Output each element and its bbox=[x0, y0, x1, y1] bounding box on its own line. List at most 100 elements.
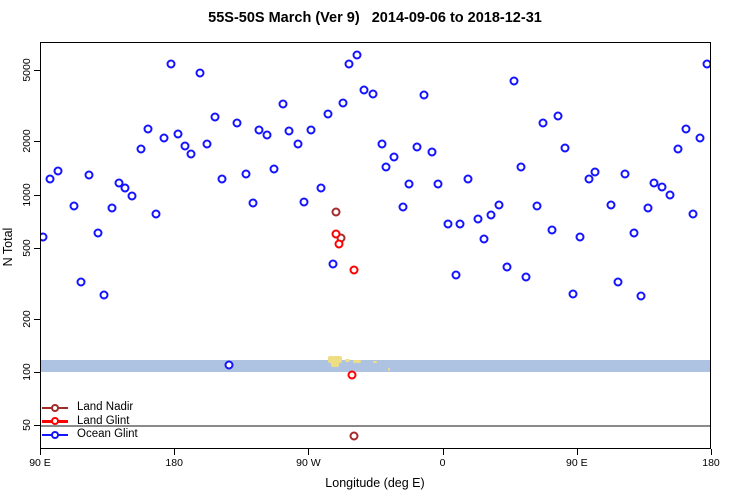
data-point-ocean-glint bbox=[516, 162, 526, 172]
data-point-land-nadir bbox=[349, 431, 359, 441]
data-point-ocean-glint bbox=[538, 118, 548, 128]
data-point-ocean-glint bbox=[560, 143, 570, 153]
legend-label: Land Glint bbox=[77, 414, 130, 427]
data-point-ocean-glint bbox=[636, 291, 646, 301]
data-point-ocean-glint bbox=[151, 209, 161, 219]
data-point-ocean-glint bbox=[381, 162, 391, 172]
y-axis-tick bbox=[34, 247, 40, 249]
data-point-ocean-glint bbox=[316, 183, 326, 193]
y-axis-tick bbox=[34, 70, 40, 72]
data-point-ocean-glint bbox=[136, 144, 146, 154]
data-point-ocean-glint bbox=[107, 203, 117, 213]
data-point-ocean-glint bbox=[93, 228, 103, 238]
data-point-land-glint bbox=[347, 370, 357, 380]
map-land-patch bbox=[387, 367, 391, 371]
data-point-ocean-glint bbox=[584, 174, 594, 184]
x-tick-label: 90 W bbox=[296, 457, 321, 469]
data-point-ocean-glint bbox=[45, 174, 55, 184]
chart-title: 55S-50S March (Ver 9) 2014-09-06 to 2018… bbox=[208, 10, 542, 26]
data-point-land-glint bbox=[349, 265, 359, 275]
data-point-ocean-glint bbox=[254, 125, 264, 135]
data-point-ocean-glint bbox=[695, 133, 705, 143]
x-tick-label: 180 bbox=[702, 457, 720, 469]
x-axis-tick bbox=[442, 449, 444, 455]
x-tick-label: 0 bbox=[439, 457, 446, 469]
x-tick-label: 180 bbox=[165, 457, 183, 469]
data-point-ocean-glint bbox=[377, 139, 387, 149]
data-point-ocean-glint bbox=[433, 179, 443, 189]
plot-area bbox=[40, 42, 711, 449]
data-point-ocean-glint bbox=[114, 178, 124, 188]
data-point-ocean-glint bbox=[553, 111, 563, 121]
legend-item-ocean-glint: Ocean Glint bbox=[42, 428, 138, 442]
data-point-ocean-glint bbox=[284, 126, 294, 136]
map-ocean-band bbox=[41, 359, 710, 373]
data-point-ocean-glint bbox=[427, 147, 437, 157]
data-point-ocean-glint bbox=[643, 203, 653, 213]
y-axis-tick bbox=[34, 318, 40, 320]
data-point-ocean-glint bbox=[443, 219, 453, 229]
data-point-ocean-glint bbox=[323, 109, 333, 119]
y-axis-tick bbox=[34, 194, 40, 196]
map-land-patch bbox=[373, 360, 377, 363]
data-point-ocean-glint bbox=[568, 289, 578, 299]
y-axis-tick bbox=[34, 372, 40, 373]
data-point-land-glint bbox=[334, 239, 344, 249]
map-land-patch bbox=[352, 360, 361, 363]
data-point-ocean-glint bbox=[120, 183, 130, 193]
data-point-ocean-glint bbox=[262, 130, 272, 140]
data-point-land-nadir bbox=[331, 207, 341, 217]
legend: Land Nadir Land Glint Ocean Glint bbox=[42, 401, 138, 442]
y-tick-label: 100 bbox=[21, 363, 33, 381]
legend-item-land-nadir: Land Nadir bbox=[42, 401, 138, 415]
x-axis-tick bbox=[711, 449, 712, 455]
legend-label: Land Nadir bbox=[77, 401, 134, 414]
data-point-ocean-glint bbox=[76, 277, 86, 287]
data-point-ocean-glint bbox=[473, 214, 483, 224]
data-point-ocean-glint bbox=[359, 85, 369, 95]
data-point-ocean-glint bbox=[455, 219, 465, 229]
y-axis-label: N Total bbox=[1, 227, 15, 267]
data-point-ocean-glint bbox=[629, 228, 639, 238]
data-point-ocean-glint bbox=[328, 259, 338, 269]
x-axis-tick bbox=[308, 449, 310, 455]
data-point-ocean-glint bbox=[620, 169, 630, 179]
data-point-ocean-glint bbox=[657, 182, 667, 192]
data-point-ocean-glint bbox=[665, 190, 675, 200]
data-point-ocean-glint bbox=[486, 210, 496, 220]
data-point-ocean-glint bbox=[590, 167, 600, 177]
data-point-ocean-glint bbox=[69, 201, 79, 211]
data-point-ocean-glint bbox=[368, 89, 378, 99]
data-point-ocean-glint bbox=[509, 76, 519, 86]
data-point-ocean-glint bbox=[338, 98, 348, 108]
data-point-ocean-glint bbox=[547, 225, 557, 235]
x-axis-tick bbox=[576, 449, 578, 455]
data-point-ocean-glint bbox=[673, 144, 683, 154]
data-point-ocean-glint bbox=[166, 59, 176, 69]
legend-item-land-glint: Land Glint bbox=[42, 415, 138, 429]
data-point-ocean-glint bbox=[248, 198, 258, 208]
data-point-ocean-glint bbox=[688, 209, 698, 219]
data-point-ocean-glint bbox=[99, 290, 109, 300]
data-point-ocean-glint bbox=[419, 90, 429, 100]
data-point-ocean-glint bbox=[575, 232, 585, 242]
data-point-ocean-glint bbox=[173, 129, 183, 139]
data-point-ocean-glint bbox=[195, 68, 205, 78]
y-tick-label: 1000 bbox=[21, 182, 33, 207]
map-land-patch bbox=[331, 362, 340, 368]
data-point-ocean-glint bbox=[306, 125, 316, 135]
data-point-ocean-glint bbox=[241, 169, 251, 179]
legend-marker-circle bbox=[51, 430, 59, 439]
legend-symbol-land-nadir bbox=[42, 402, 68, 413]
data-point-ocean-glint bbox=[232, 118, 242, 128]
data-point-ocean-glint bbox=[352, 50, 362, 60]
data-point-ocean-glint bbox=[344, 59, 354, 69]
data-point-ocean-glint bbox=[613, 277, 623, 287]
legend-marker-circle bbox=[51, 417, 59, 426]
y-tick-label: 200 bbox=[21, 309, 33, 328]
data-point-ocean-glint bbox=[269, 164, 279, 174]
threshold-line bbox=[41, 425, 710, 428]
y-tick-label: 2000 bbox=[21, 129, 33, 153]
x-axis-tick bbox=[174, 449, 176, 455]
